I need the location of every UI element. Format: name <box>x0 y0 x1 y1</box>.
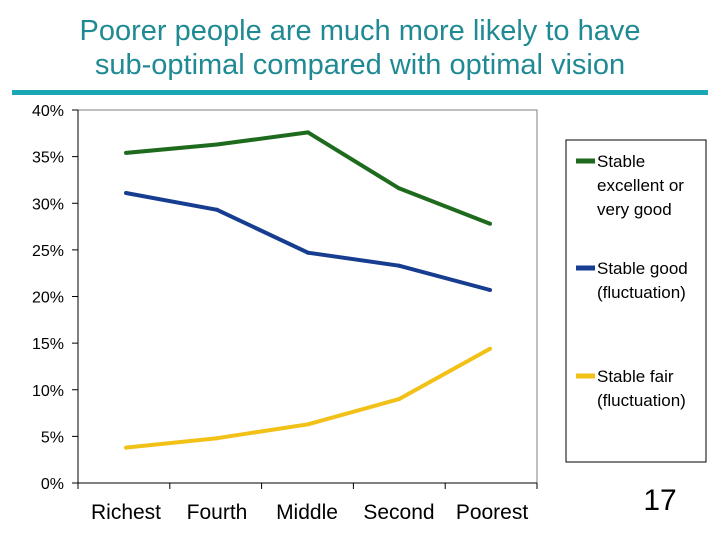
data-point <box>397 263 401 268</box>
series-line <box>125 130 491 226</box>
data-point <box>215 207 219 212</box>
data-point <box>488 346 492 351</box>
x-tick-label: Poorest <box>456 501 529 524</box>
data-point <box>124 445 128 450</box>
y-tick-label: 35% <box>32 150 64 167</box>
y-tick-label: 30% <box>32 196 64 213</box>
y-tick-label: 0% <box>41 476 64 493</box>
title-underline <box>12 90 708 95</box>
data-point <box>215 142 219 147</box>
data-point <box>124 150 128 155</box>
y-tick-label: 15% <box>32 336 64 353</box>
data-point <box>397 186 401 191</box>
legend-label: Stable <box>597 152 645 171</box>
data-point <box>306 130 310 135</box>
plot-area <box>77 109 538 484</box>
slide-title: Poorer people are much more likely to ha… <box>0 14 720 82</box>
y-tick-label: 20% <box>32 290 64 307</box>
y-tick-label: 40% <box>32 103 64 120</box>
legend-label: (fluctuation) <box>597 283 686 302</box>
data-point <box>124 191 128 195</box>
slide-number: 17 <box>643 484 677 517</box>
data-point <box>397 397 401 402</box>
legend-label: (fluctuation) <box>597 391 686 410</box>
data-point <box>488 288 492 292</box>
data-point <box>488 221 492 226</box>
x-tick-label: Second <box>363 501 434 524</box>
legend-label: Stable fair <box>597 367 674 386</box>
slide-title-line-2: sub-optimal compared with optimal vision <box>94 49 626 81</box>
y-tick-label: 25% <box>32 243 64 260</box>
y-tick-label: 5% <box>41 429 64 446</box>
data-point <box>215 436 219 441</box>
y-tick-label: 10% <box>32 383 64 400</box>
x-tick-label: Richest <box>91 501 161 524</box>
series-line <box>125 346 491 450</box>
legend-box <box>565 139 707 463</box>
data-point <box>306 422 310 427</box>
x-tick-label: Middle <box>276 501 338 524</box>
slide-title-line-1: Poorer people are much more likely to ha… <box>79 15 641 47</box>
legend-label: excellent or <box>597 176 684 195</box>
legend-label: very good <box>597 200 672 219</box>
data-point <box>306 250 310 255</box>
legend-label: Stable good <box>597 259 688 278</box>
x-tick-label: Fourth <box>187 501 248 524</box>
series-line <box>125 191 491 292</box>
